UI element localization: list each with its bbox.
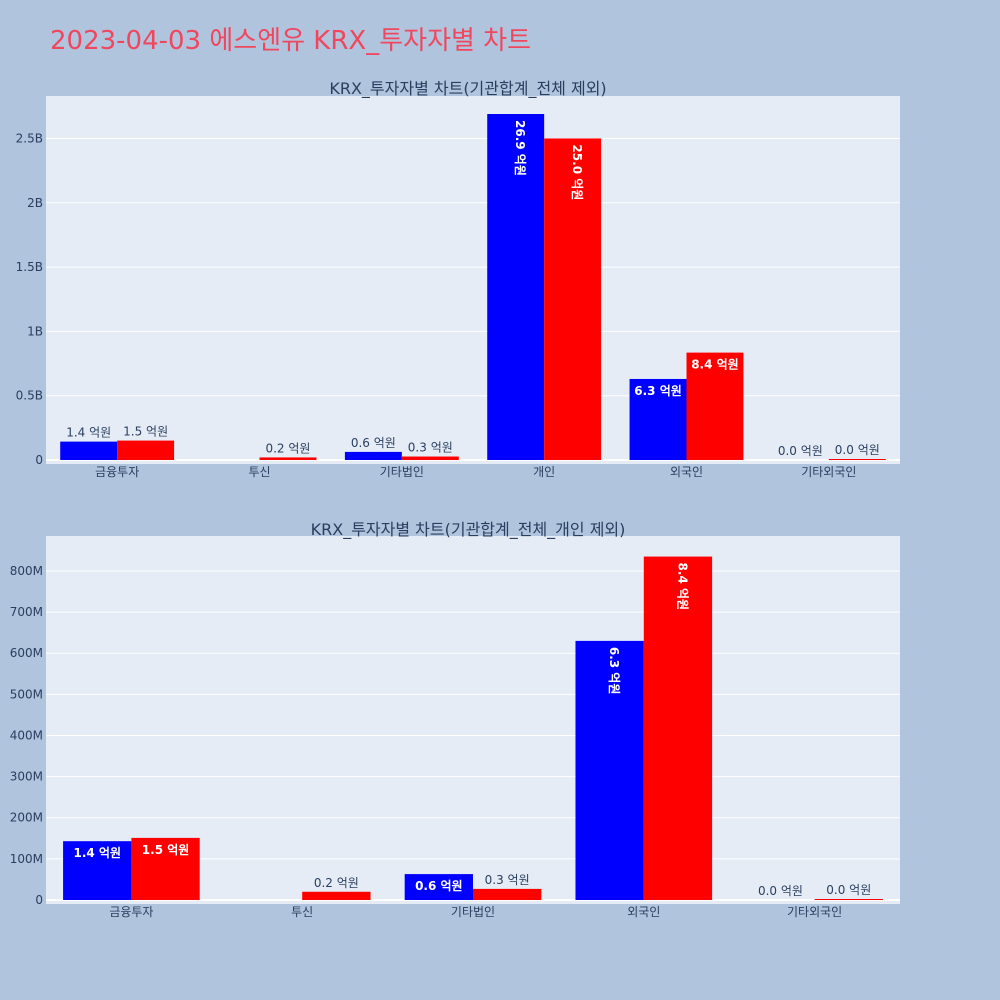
data-label: 1.4 억원 <box>73 846 121 860</box>
x-tick-label: 기타법인 <box>380 465 424 479</box>
x-tick-label: 금융투자 <box>109 905 153 919</box>
y-tick-label: 1B <box>27 324 43 338</box>
bar <box>259 457 317 460</box>
data-label: 0.3 억원 <box>408 441 453 455</box>
y-tick-label: 500M <box>10 687 43 701</box>
bar <box>643 556 713 900</box>
plot-area <box>46 96 900 464</box>
bar <box>344 451 402 460</box>
bar <box>117 440 175 460</box>
data-label: 0.2 억원 <box>314 876 359 890</box>
y-tick-label: 700M <box>10 605 43 619</box>
y-tick-label: 400M <box>10 728 43 742</box>
x-tick-label: 금융투자 <box>95 465 139 479</box>
data-label: 6.3 억원 <box>634 384 682 398</box>
bar <box>131 837 200 900</box>
page-title: 2023-04-03 에스엔유 KRX_투자자별 차트 <box>50 26 532 56</box>
y-tick-label: 2B <box>27 196 43 210</box>
x-tick-label: 외국인 <box>670 465 703 479</box>
x-tick-label: 기타외국인 <box>787 905 842 919</box>
x-tick-label: 기타법인 <box>451 905 495 919</box>
data-label: 0.0 억원 <box>835 443 880 457</box>
x-tick-label: 투신 <box>248 465 270 479</box>
data-label: 1.5 억원 <box>123 425 168 439</box>
y-tick-label: 100M <box>10 852 43 866</box>
bar <box>629 378 687 460</box>
chart-top: 0 0.5B 1B 1.5B 2B 2.5B KRX_투자자별 차트(기관합계_전체 제외)… <box>16 79 900 479</box>
data-label: 8.4 억원 <box>691 358 739 372</box>
y-tick-label: 300M <box>10 770 43 784</box>
x-tick-label: 개인 <box>533 465 555 479</box>
bar <box>60 441 118 460</box>
y-tick-label: 0 <box>35 453 43 467</box>
chart-title: KRX_투자자별 차트(기관합계_전체 제외) <box>329 79 606 99</box>
bar <box>487 114 545 460</box>
data-label: 0.0 억원 <box>826 883 871 897</box>
bar <box>473 888 542 900</box>
y-tick-label: 600M <box>10 646 43 660</box>
data-label: 26.9 억원 <box>513 120 527 176</box>
data-label: 0.0 억원 <box>758 884 803 898</box>
data-label: 0.2 억원 <box>265 441 310 455</box>
data-label: 0.3 억원 <box>485 873 530 887</box>
y-tick-label: 200M <box>10 811 43 825</box>
bar <box>814 899 883 900</box>
bar <box>63 841 132 900</box>
data-label: 0.0 억원 <box>778 444 823 458</box>
x-tick-label: 외국인 <box>627 905 660 919</box>
data-label: 8.4 억원 <box>675 563 689 611</box>
y-tick-label: 1.5B <box>16 260 43 274</box>
data-label: 25.0 억원 <box>570 144 584 200</box>
data-label: 1.4 억원 <box>66 426 111 440</box>
bar <box>544 138 602 460</box>
bar <box>828 459 886 460</box>
bar <box>575 640 644 900</box>
bar <box>401 456 459 460</box>
y-tick-label: 0 <box>35 893 43 907</box>
data-label: 6.3 억원 <box>607 647 621 695</box>
data-label: 0.6 억원 <box>415 879 463 893</box>
y-tick-label: 2.5B <box>16 131 43 145</box>
chart-bottom: 0 100M 200M 300M 400M 500M 600M 700M 800M KRX_투자자… <box>10 520 900 919</box>
data-label: 1.5 억원 <box>142 843 190 857</box>
chart-title: KRX_투자자별 차트(기관합계_전체_개인 제외) <box>311 520 626 540</box>
x-tick-label: 기타외국인 <box>801 465 856 479</box>
bar <box>686 352 744 460</box>
data-label: 0.6 억원 <box>351 436 396 450</box>
bar <box>404 874 473 900</box>
x-tick-label: 투신 <box>291 905 313 919</box>
bar <box>302 891 371 900</box>
y-tick-label: 0.5B <box>16 389 43 403</box>
y-tick-label: 800M <box>10 564 43 578</box>
